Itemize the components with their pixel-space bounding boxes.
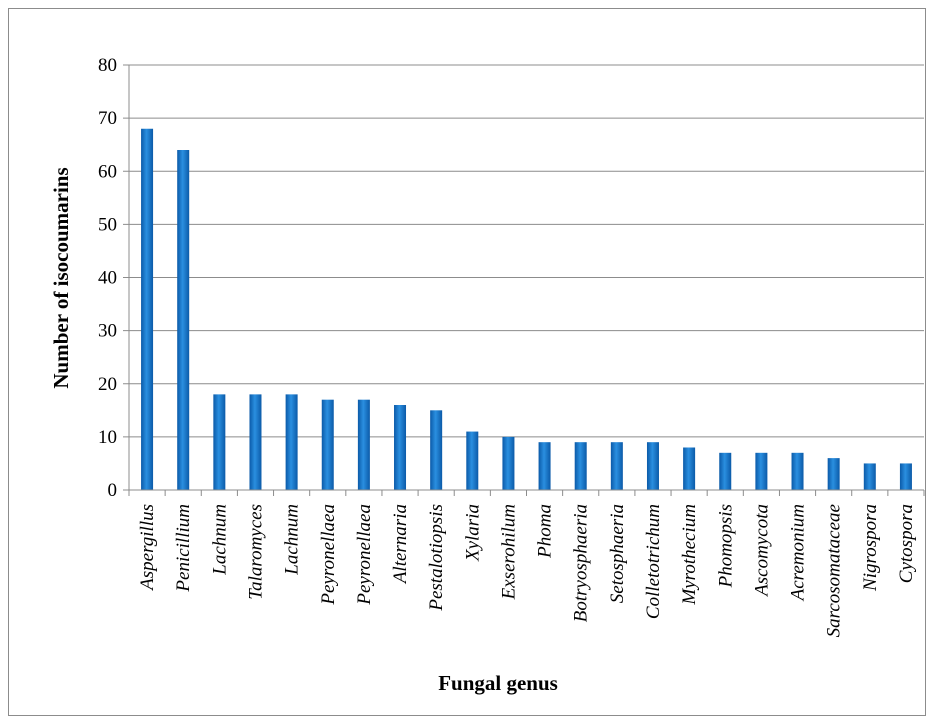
bar [285,394,298,490]
y-tick-labels: 0 10 20 30 40 50 60 70 80 [98,55,117,501]
x-tick-label: Ascomycota [751,504,772,598]
y-tick-label: 70 [98,108,117,129]
y-tick-label: 50 [98,214,117,235]
bar [755,452,768,490]
y-tick-label: 40 [98,268,117,289]
bar [719,452,732,490]
bar [683,447,696,490]
bar [141,128,154,490]
x-tick-label: Botryosphaeria [571,504,592,622]
x-tick-label: Aspergillus [137,504,158,592]
bar [213,394,226,490]
bar [574,442,587,490]
y-tick-label: 80 [98,55,117,76]
x-tick-label: Acremonium [788,504,809,602]
x-tick-label: Colletotrichum [643,504,664,619]
x-tick-label: Lachnum [209,504,230,576]
y-tick-label: 60 [98,161,117,182]
x-tick-label: Myrothecium [679,504,700,606]
x-tick-label: Peyronellaea [354,504,375,606]
gridlines [123,64,925,496]
bar [466,431,479,490]
y-axis-title: Number of isocoumarins [49,167,73,388]
x-tick-label: Phoma [535,504,556,559]
y-tick-label: 20 [98,374,117,395]
bar [646,442,659,490]
x-tick-label: Exserohilum [498,504,519,600]
bar [610,442,623,490]
bar [502,436,515,490]
x-tick-label: Peyronellaea [318,504,339,606]
bar [394,405,407,490]
x-tick-label: Penicillium [173,504,194,593]
y-tick-label: 0 [108,480,118,501]
bar [430,410,443,490]
x-tick-labels: Aspergillus Penicillium Lachnum Talaromyces… [137,504,917,637]
bar [249,394,262,490]
bar [321,399,334,490]
bar [177,150,190,490]
y-tick-label: 10 [98,427,117,448]
x-tick-label: Talaromyces [245,504,266,600]
x-tick-label: Setosphaeria [607,504,628,603]
x-tick-label: Phomopsis [715,504,736,588]
x-tick-label: Lachnum [282,504,303,576]
x-tick-label: Pestalotiopsis [426,504,447,612]
x-tick-label: Xylaria [462,504,483,562]
bar [827,458,840,490]
bar [357,399,370,490]
x-axis-title: Fungal genus [438,671,558,695]
bar [899,463,912,490]
x-tick-label: Alternaria [390,504,411,585]
x-tick-label: Cytospora [896,504,917,583]
chart-area [8,8,926,716]
y-tick-label: 30 [98,321,117,342]
bars [141,128,912,490]
bar [863,463,876,490]
bar [791,452,804,490]
x-tick-label: Nigrospora [860,504,881,592]
x-tick-label: Sarcosomataceae [824,504,845,637]
bar [538,442,551,490]
